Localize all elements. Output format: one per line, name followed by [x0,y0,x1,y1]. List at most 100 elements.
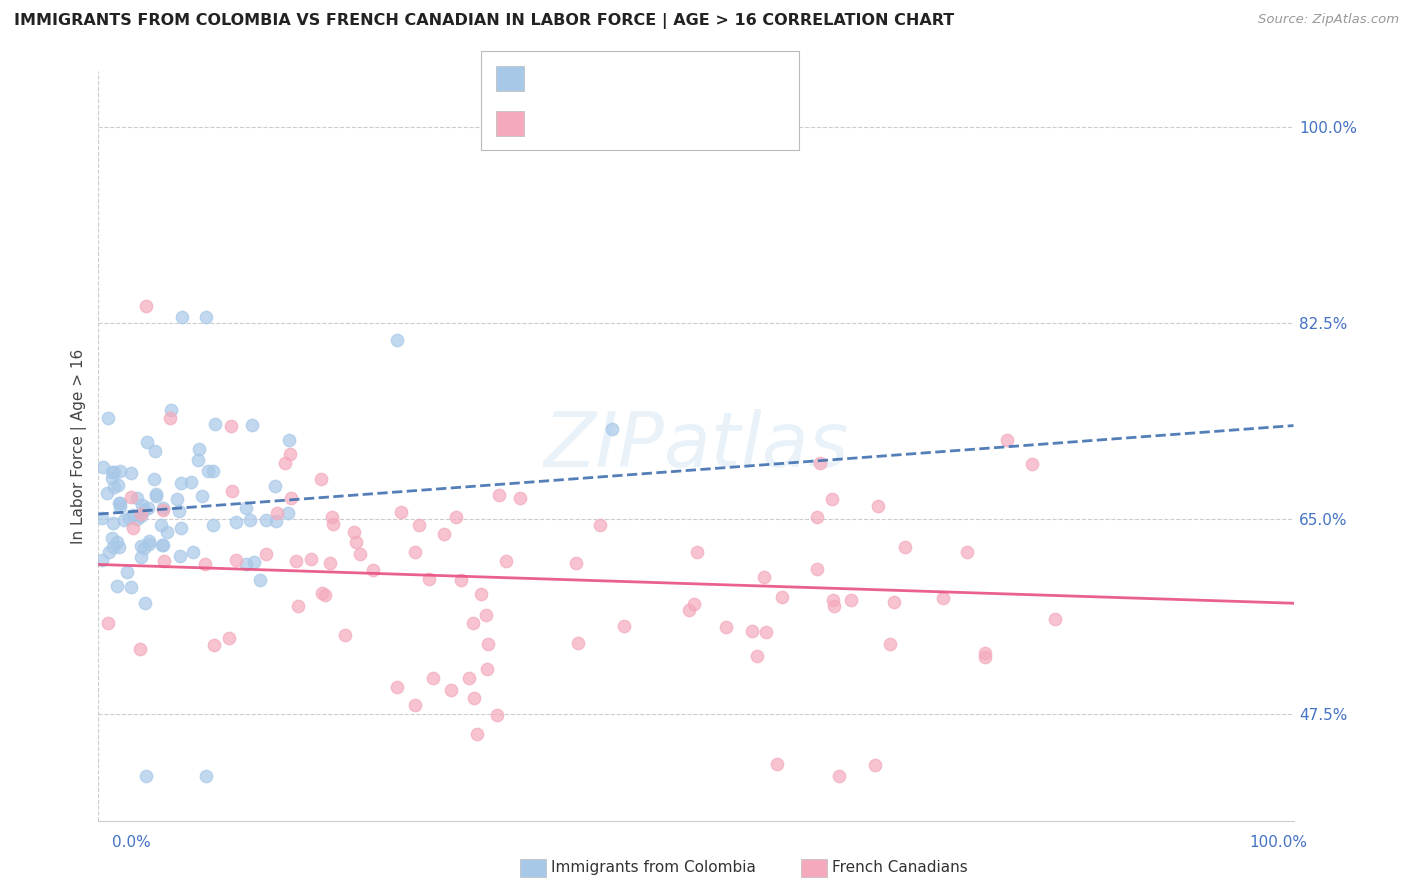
Point [167,503,190,517]
Point [277,434,299,448]
Point [321,510,343,524]
Point [188,442,211,457]
Point [108,500,131,514]
Point [135,434,157,449]
Text: Source: ZipAtlas.com: Source: ZipAtlas.com [1258,13,1399,27]
Point [152,500,174,515]
Point [343,525,366,540]
Point [839,593,862,607]
Point [240,417,263,432]
Point [385,680,409,694]
Point [865,757,887,772]
Point [754,570,776,584]
Point [285,554,308,568]
Point [134,541,156,556]
Text: IMMIGRANTS FROM COLOMBIA VS FRENCH CANADIAN IN LABOR FORCE | AGE > 16 CORRELATIO: IMMIGRANTS FROM COLOMBIA VS FRENCH CANAD… [14,13,955,29]
Point [477,637,499,651]
Point [127,512,149,526]
Point [299,552,322,566]
Point [129,549,152,564]
Point [122,508,145,522]
Point [319,556,342,570]
Point [120,467,142,481]
Point [103,465,125,479]
Point [488,488,510,502]
Point [143,444,166,458]
Point [287,599,309,613]
Point [883,594,905,608]
Point [461,615,484,630]
Point [201,518,224,533]
Point [314,588,336,602]
Point [770,590,793,604]
Point [404,545,426,559]
Text: 100.0%: 100.0% [1250,836,1308,850]
Point [112,513,135,527]
Point [828,769,851,783]
Point [135,769,157,783]
Point [823,599,845,614]
Point [361,563,384,577]
Point [509,491,531,506]
Point [264,514,287,528]
Point [239,513,262,527]
Point [254,547,277,561]
Text: R =  0.081  N = 82: R = 0.081 N = 82 [533,71,678,86]
Point [202,638,225,652]
Point [278,447,301,461]
Point [235,557,257,571]
Point [1043,612,1066,626]
Point [458,671,481,685]
Point [274,456,297,470]
Point [197,465,219,479]
Point [129,507,152,521]
Point [465,727,488,741]
Point [180,475,202,489]
Point [404,698,426,713]
Point [143,471,166,485]
Point [821,593,844,607]
Point [322,516,344,531]
Point [755,624,778,639]
Point [995,434,1018,448]
Point [120,491,142,505]
Point [129,539,152,553]
Point [879,637,901,651]
Point [125,491,148,505]
Point [486,708,509,723]
Point [218,631,240,645]
Point [120,580,142,594]
Point [475,662,498,676]
Point [103,516,125,531]
Point [808,456,831,470]
Point [152,538,174,552]
Point [613,618,636,632]
Point [159,411,181,425]
Point [101,471,124,485]
Point [96,485,118,500]
Point [1021,457,1043,471]
Point [806,562,828,576]
Point [97,411,120,425]
Point [108,540,131,554]
Point [463,690,485,705]
Point [118,510,141,524]
Point [115,565,138,579]
Point [589,517,612,532]
Point [474,607,496,622]
Point [150,517,173,532]
Point [277,506,299,520]
Point [309,472,332,486]
Text: 0.0%: 0.0% [112,836,152,850]
Point [138,534,160,549]
Point [470,587,492,601]
Point [170,476,193,491]
Point [103,480,125,494]
Point [97,616,120,631]
Point [134,596,156,610]
Point [893,540,915,554]
Point [683,597,706,611]
Point [450,573,472,587]
Point [93,459,115,474]
Point [201,464,224,478]
